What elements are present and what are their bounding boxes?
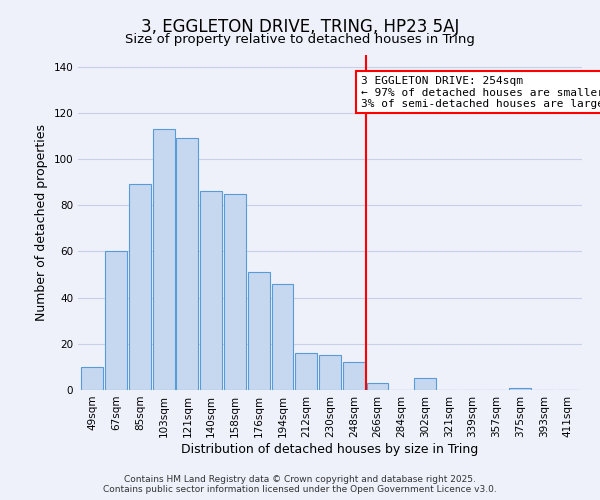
Bar [129, 184, 151, 390]
Bar [295, 353, 317, 390]
Bar [176, 138, 198, 390]
Bar [105, 252, 127, 390]
Bar [248, 272, 269, 390]
Bar [152, 129, 175, 390]
Bar [272, 284, 293, 390]
Text: Size of property relative to detached houses in Tring: Size of property relative to detached ho… [125, 32, 475, 46]
Bar [82, 367, 103, 390]
Bar [414, 378, 436, 390]
Bar [509, 388, 531, 390]
Bar [367, 383, 388, 390]
Bar [319, 356, 341, 390]
Bar [343, 362, 365, 390]
Bar [224, 194, 246, 390]
Text: 3 EGGLETON DRIVE: 254sqm
← 97% of detached houses are smaller (682)
3% of semi-d: 3 EGGLETON DRIVE: 254sqm ← 97% of detach… [361, 76, 600, 109]
Y-axis label: Number of detached properties: Number of detached properties [35, 124, 48, 321]
X-axis label: Distribution of detached houses by size in Tring: Distribution of detached houses by size … [181, 442, 479, 456]
Bar [200, 192, 222, 390]
Text: Contains HM Land Registry data © Crown copyright and database right 2025.
Contai: Contains HM Land Registry data © Crown c… [103, 474, 497, 494]
Text: 3, EGGLETON DRIVE, TRING, HP23 5AJ: 3, EGGLETON DRIVE, TRING, HP23 5AJ [141, 18, 459, 36]
